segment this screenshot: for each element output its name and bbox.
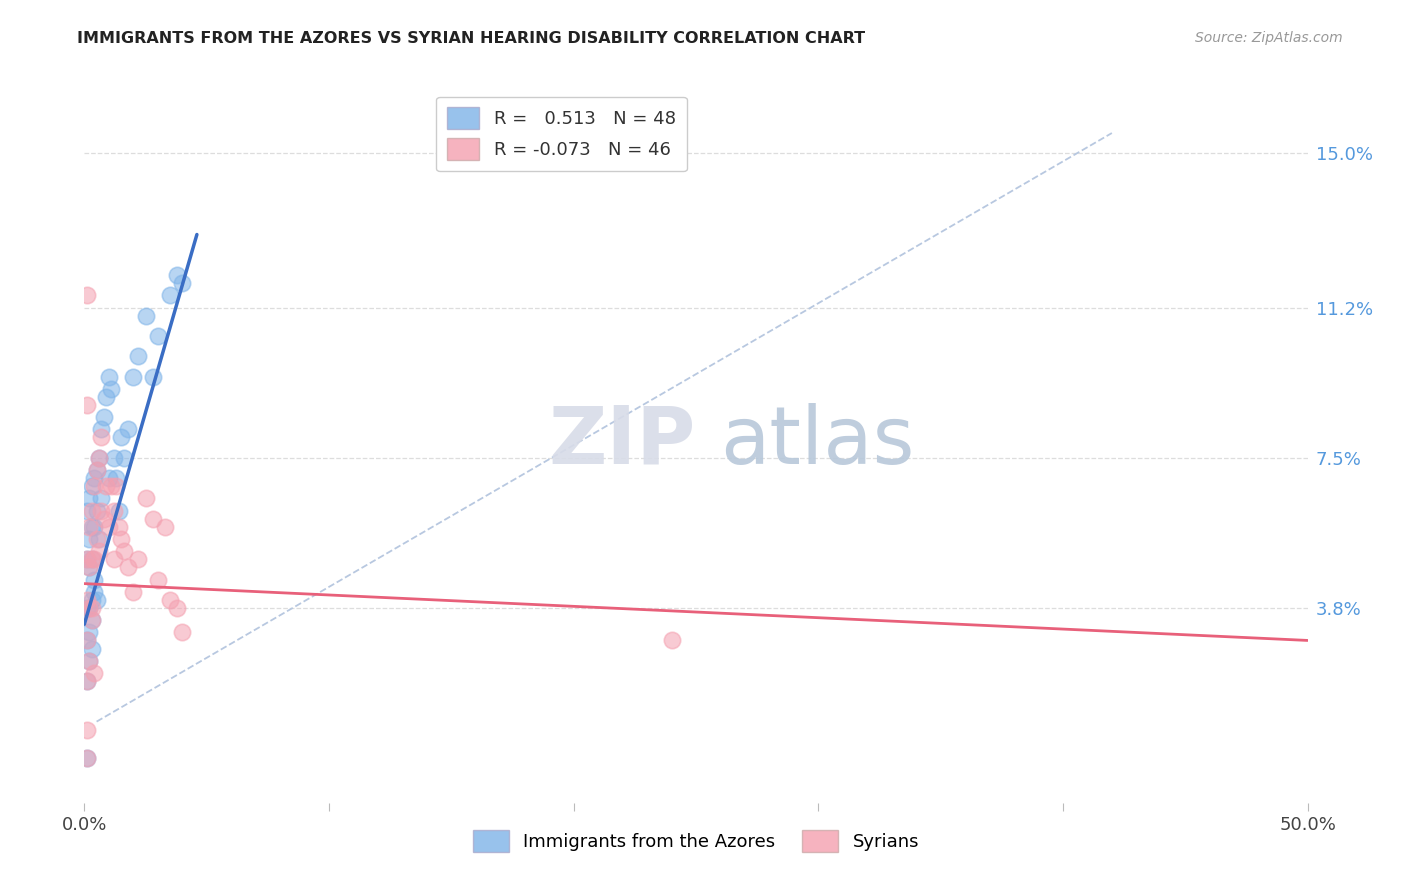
Point	[93, 511, 115, 525]
Text: IMMIGRANTS FROM THE AZORES VS SYRIAN HEARING DISABILITY CORRELATION CHART: IMMIGRANTS FROM THE AZORES VS SYRIAN HEA…	[77, 31, 866, 46]
Point	[166, 268, 188, 282]
Point	[107, 503, 129, 517]
Point	[77, 560, 100, 574]
Point	[100, 382, 122, 396]
Point	[77, 654, 100, 668]
Point	[103, 503, 125, 517]
Point	[100, 479, 122, 493]
Point	[127, 349, 149, 363]
Point	[83, 471, 105, 485]
Point	[135, 309, 157, 323]
Point	[93, 410, 115, 425]
Point	[103, 552, 125, 566]
Point	[80, 479, 103, 493]
Point	[87, 532, 110, 546]
Point	[146, 573, 169, 587]
Point	[97, 471, 120, 485]
Point	[166, 601, 188, 615]
Point	[77, 654, 100, 668]
Point	[80, 520, 103, 534]
Point	[76, 673, 98, 688]
Point	[112, 450, 135, 465]
Point	[127, 552, 149, 566]
Point	[77, 625, 100, 640]
Point	[76, 288, 98, 302]
Text: atlas: atlas	[720, 402, 915, 481]
Point	[122, 584, 145, 599]
Point	[83, 520, 105, 534]
Point	[76, 633, 98, 648]
Point	[76, 751, 98, 765]
Point	[77, 560, 100, 574]
Point	[97, 520, 120, 534]
Point	[135, 491, 157, 506]
Point	[80, 601, 103, 615]
Point	[86, 592, 108, 607]
Point	[86, 463, 108, 477]
Point	[80, 503, 103, 517]
Point	[110, 532, 132, 546]
Point	[83, 552, 105, 566]
Point	[97, 369, 120, 384]
Text: ZIP: ZIP	[548, 402, 696, 481]
Point	[159, 592, 181, 607]
Point	[80, 613, 103, 627]
Point	[77, 601, 100, 615]
Point	[153, 520, 176, 534]
Point	[83, 573, 105, 587]
Point	[76, 592, 98, 607]
Point	[87, 544, 110, 558]
Point	[96, 479, 118, 493]
Point	[80, 552, 103, 566]
Point	[76, 601, 98, 615]
Legend: Immigrants from the Azores, Syrians: Immigrants from the Azores, Syrians	[465, 822, 927, 859]
Point	[77, 520, 100, 534]
Point	[83, 479, 105, 493]
Point	[90, 491, 112, 506]
Point	[96, 390, 118, 404]
Point	[142, 511, 165, 525]
Point	[86, 463, 108, 477]
Point	[90, 503, 112, 517]
Point	[86, 503, 108, 517]
Point	[107, 520, 129, 534]
Point	[117, 560, 139, 574]
Point	[76, 723, 98, 737]
Point	[83, 584, 105, 599]
Point	[77, 491, 100, 506]
Text: Source: ZipAtlas.com: Source: ZipAtlas.com	[1195, 31, 1343, 45]
Point	[80, 552, 103, 566]
Point	[76, 503, 98, 517]
Point	[90, 430, 112, 444]
Point	[172, 625, 194, 640]
Point	[83, 665, 105, 680]
Point	[76, 552, 98, 566]
Point	[661, 633, 683, 648]
Point	[76, 552, 98, 566]
Point	[90, 422, 112, 436]
Point	[76, 633, 98, 648]
Point	[122, 369, 145, 384]
Point	[105, 471, 128, 485]
Point	[103, 450, 125, 465]
Point	[87, 450, 110, 465]
Point	[142, 369, 165, 384]
Point	[77, 532, 100, 546]
Point	[80, 592, 103, 607]
Point	[117, 422, 139, 436]
Point	[76, 398, 98, 412]
Point	[87, 450, 110, 465]
Point	[112, 544, 135, 558]
Point	[86, 532, 108, 546]
Point	[110, 430, 132, 444]
Point	[172, 277, 194, 291]
Point	[159, 288, 181, 302]
Point	[146, 329, 169, 343]
Point	[77, 601, 100, 615]
Point	[80, 641, 103, 656]
Point	[76, 673, 98, 688]
Point	[80, 613, 103, 627]
Point	[105, 479, 128, 493]
Point	[76, 751, 98, 765]
